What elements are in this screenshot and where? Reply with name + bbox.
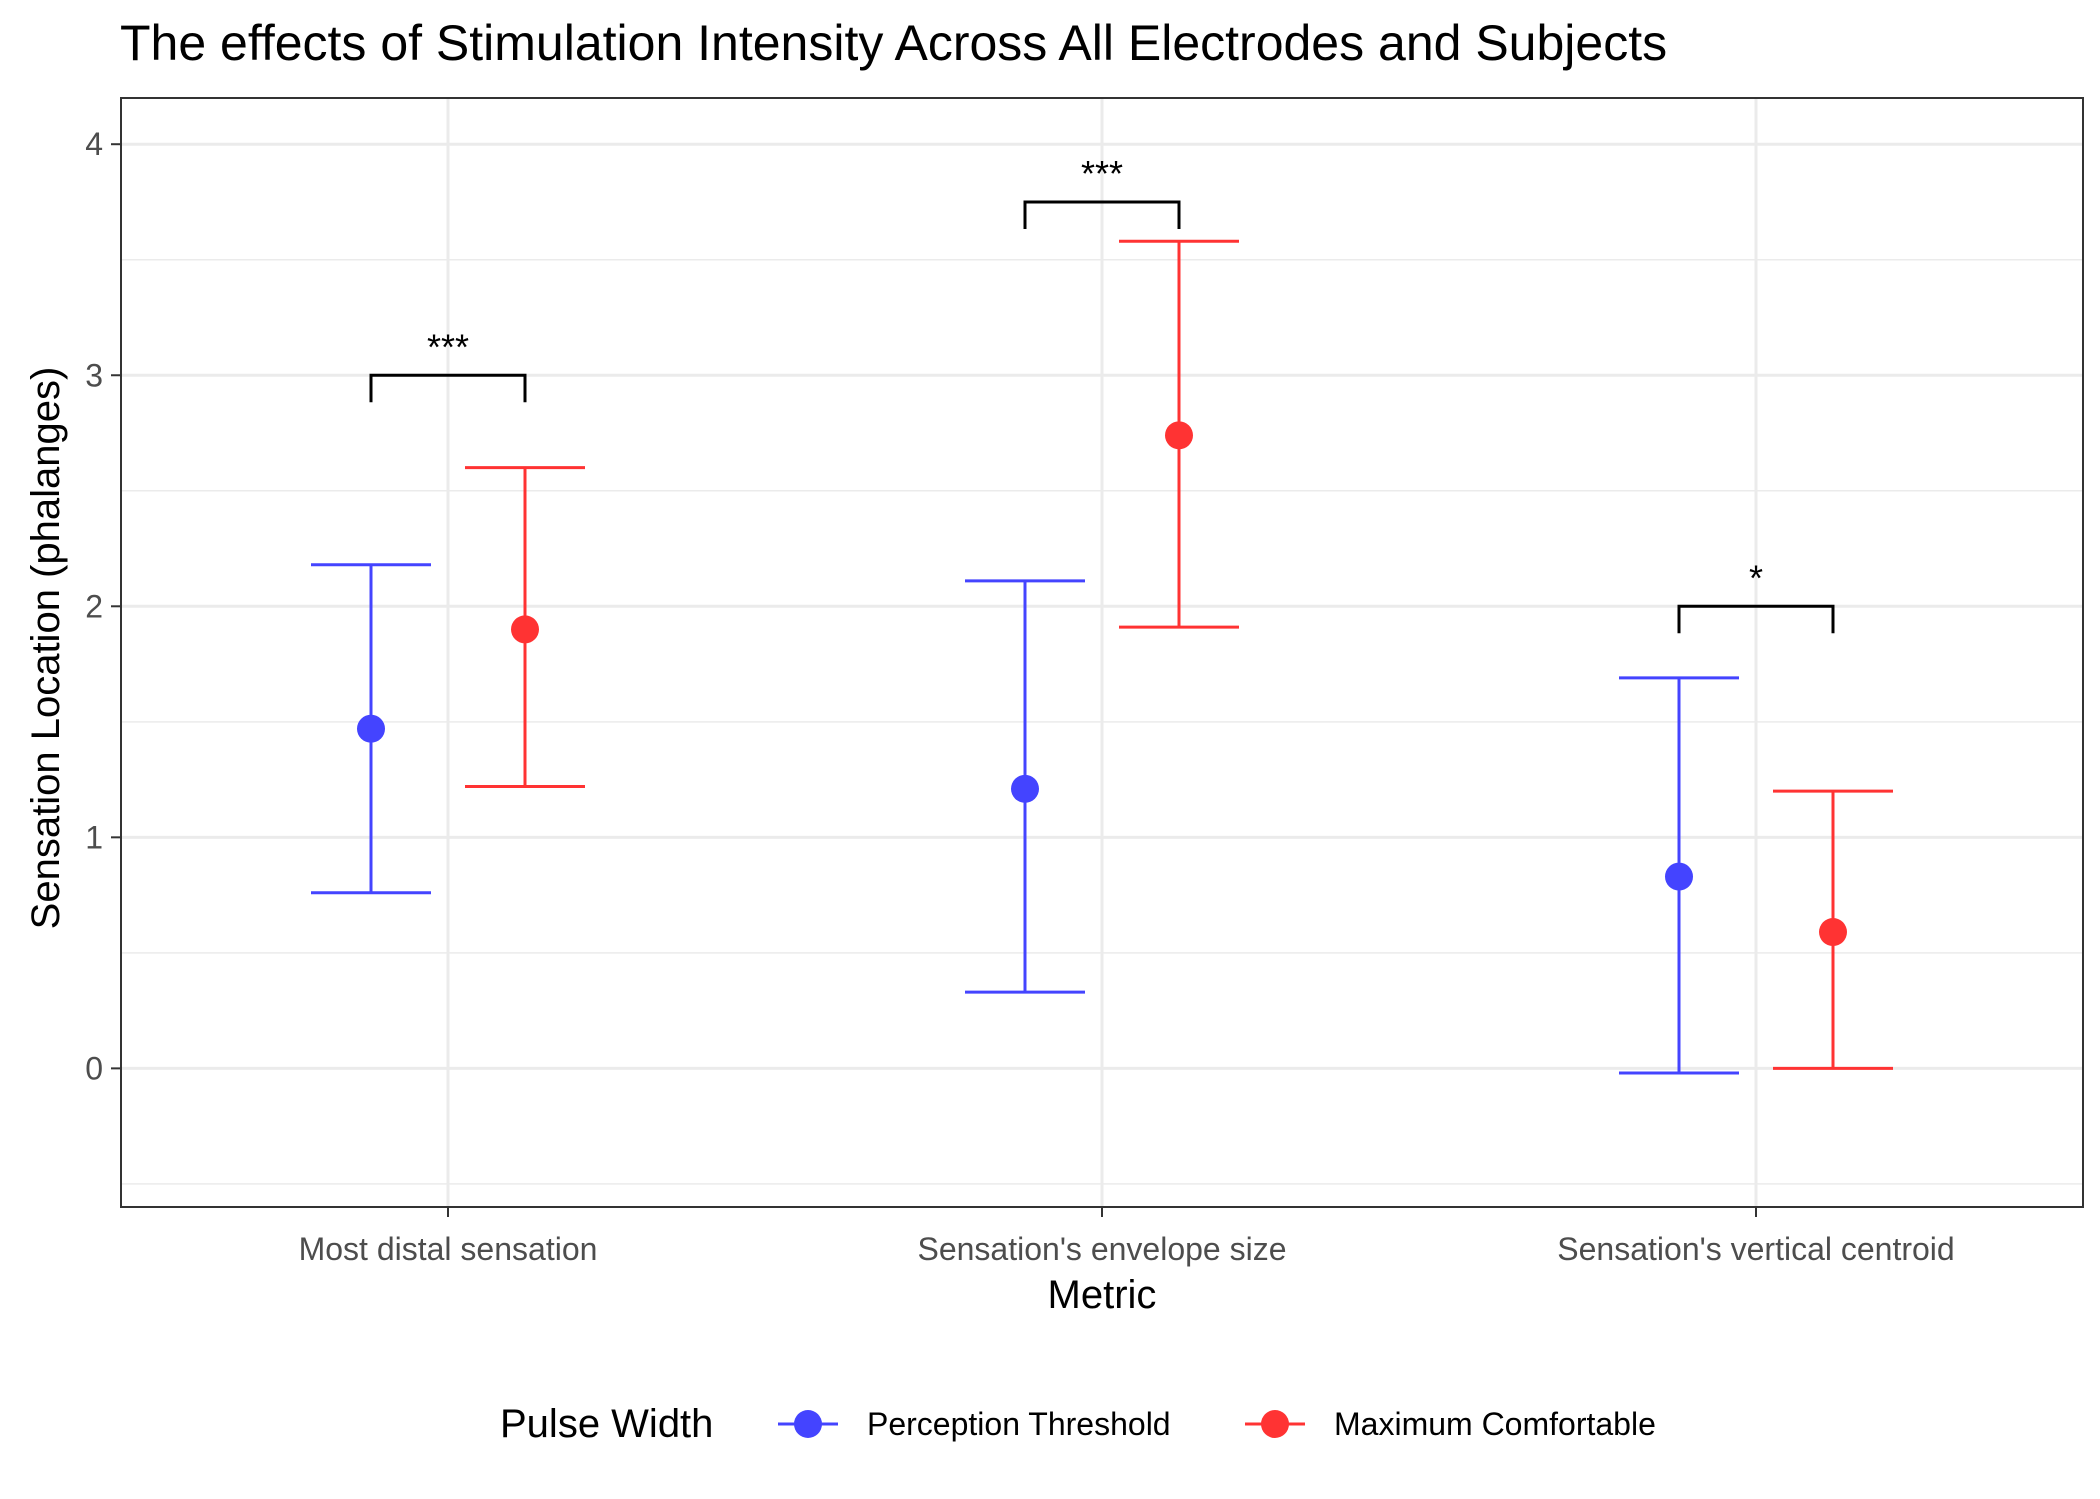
data-point (1819, 918, 1847, 947)
x-tick-label: Most distal sensation (299, 1231, 598, 1267)
legend-title: Pulse Width (500, 1402, 713, 1446)
significance-bracket (1023, 200, 1181, 229)
legend-item: Perception Threshold (778, 1406, 1171, 1442)
legend-label: Maximum Comfortable (1334, 1406, 1656, 1442)
significance-label: *** (427, 326, 469, 367)
x-tick-label: Sensation's envelope size (917, 1231, 1286, 1267)
significance-label: *** (1081, 153, 1123, 194)
significance-bracket (369, 373, 527, 403)
data-point (357, 714, 385, 743)
data-point (1011, 774, 1039, 803)
legend-key-point (794, 1410, 822, 1438)
data-point (511, 615, 539, 644)
plot-panel: 0 1 2 3 4 Most distal sensation Sensation's en… (85, 97, 2084, 1267)
y-tick-label: 0 (85, 1050, 103, 1086)
data-point (1665, 862, 1693, 891)
x-tick-label: Sensation's vertical centroid (1557, 1231, 1954, 1267)
significance-label: * (1749, 557, 1763, 598)
legend: Pulse Width Perception Threshold Maximum … (500, 1402, 1656, 1446)
x-axis-title: Metric (1048, 1273, 1157, 1317)
data-point (1165, 421, 1193, 450)
legend-item: Maximum Comfortable (1245, 1406, 1656, 1442)
y-axis-title: Sensation Location (phalanges) (24, 367, 68, 930)
y-tick-label: 3 (85, 357, 103, 393)
y-tick-label: 2 (85, 588, 103, 624)
significance-bracket (1677, 604, 1835, 634)
chart-title: The effects of Stimulation Intensity Acr… (120, 15, 1667, 71)
legend-key-point (1261, 1410, 1289, 1438)
legend-label: Perception Threshold (867, 1406, 1171, 1442)
y-tick-label: 4 (85, 126, 103, 162)
y-tick-label: 1 (85, 819, 103, 855)
